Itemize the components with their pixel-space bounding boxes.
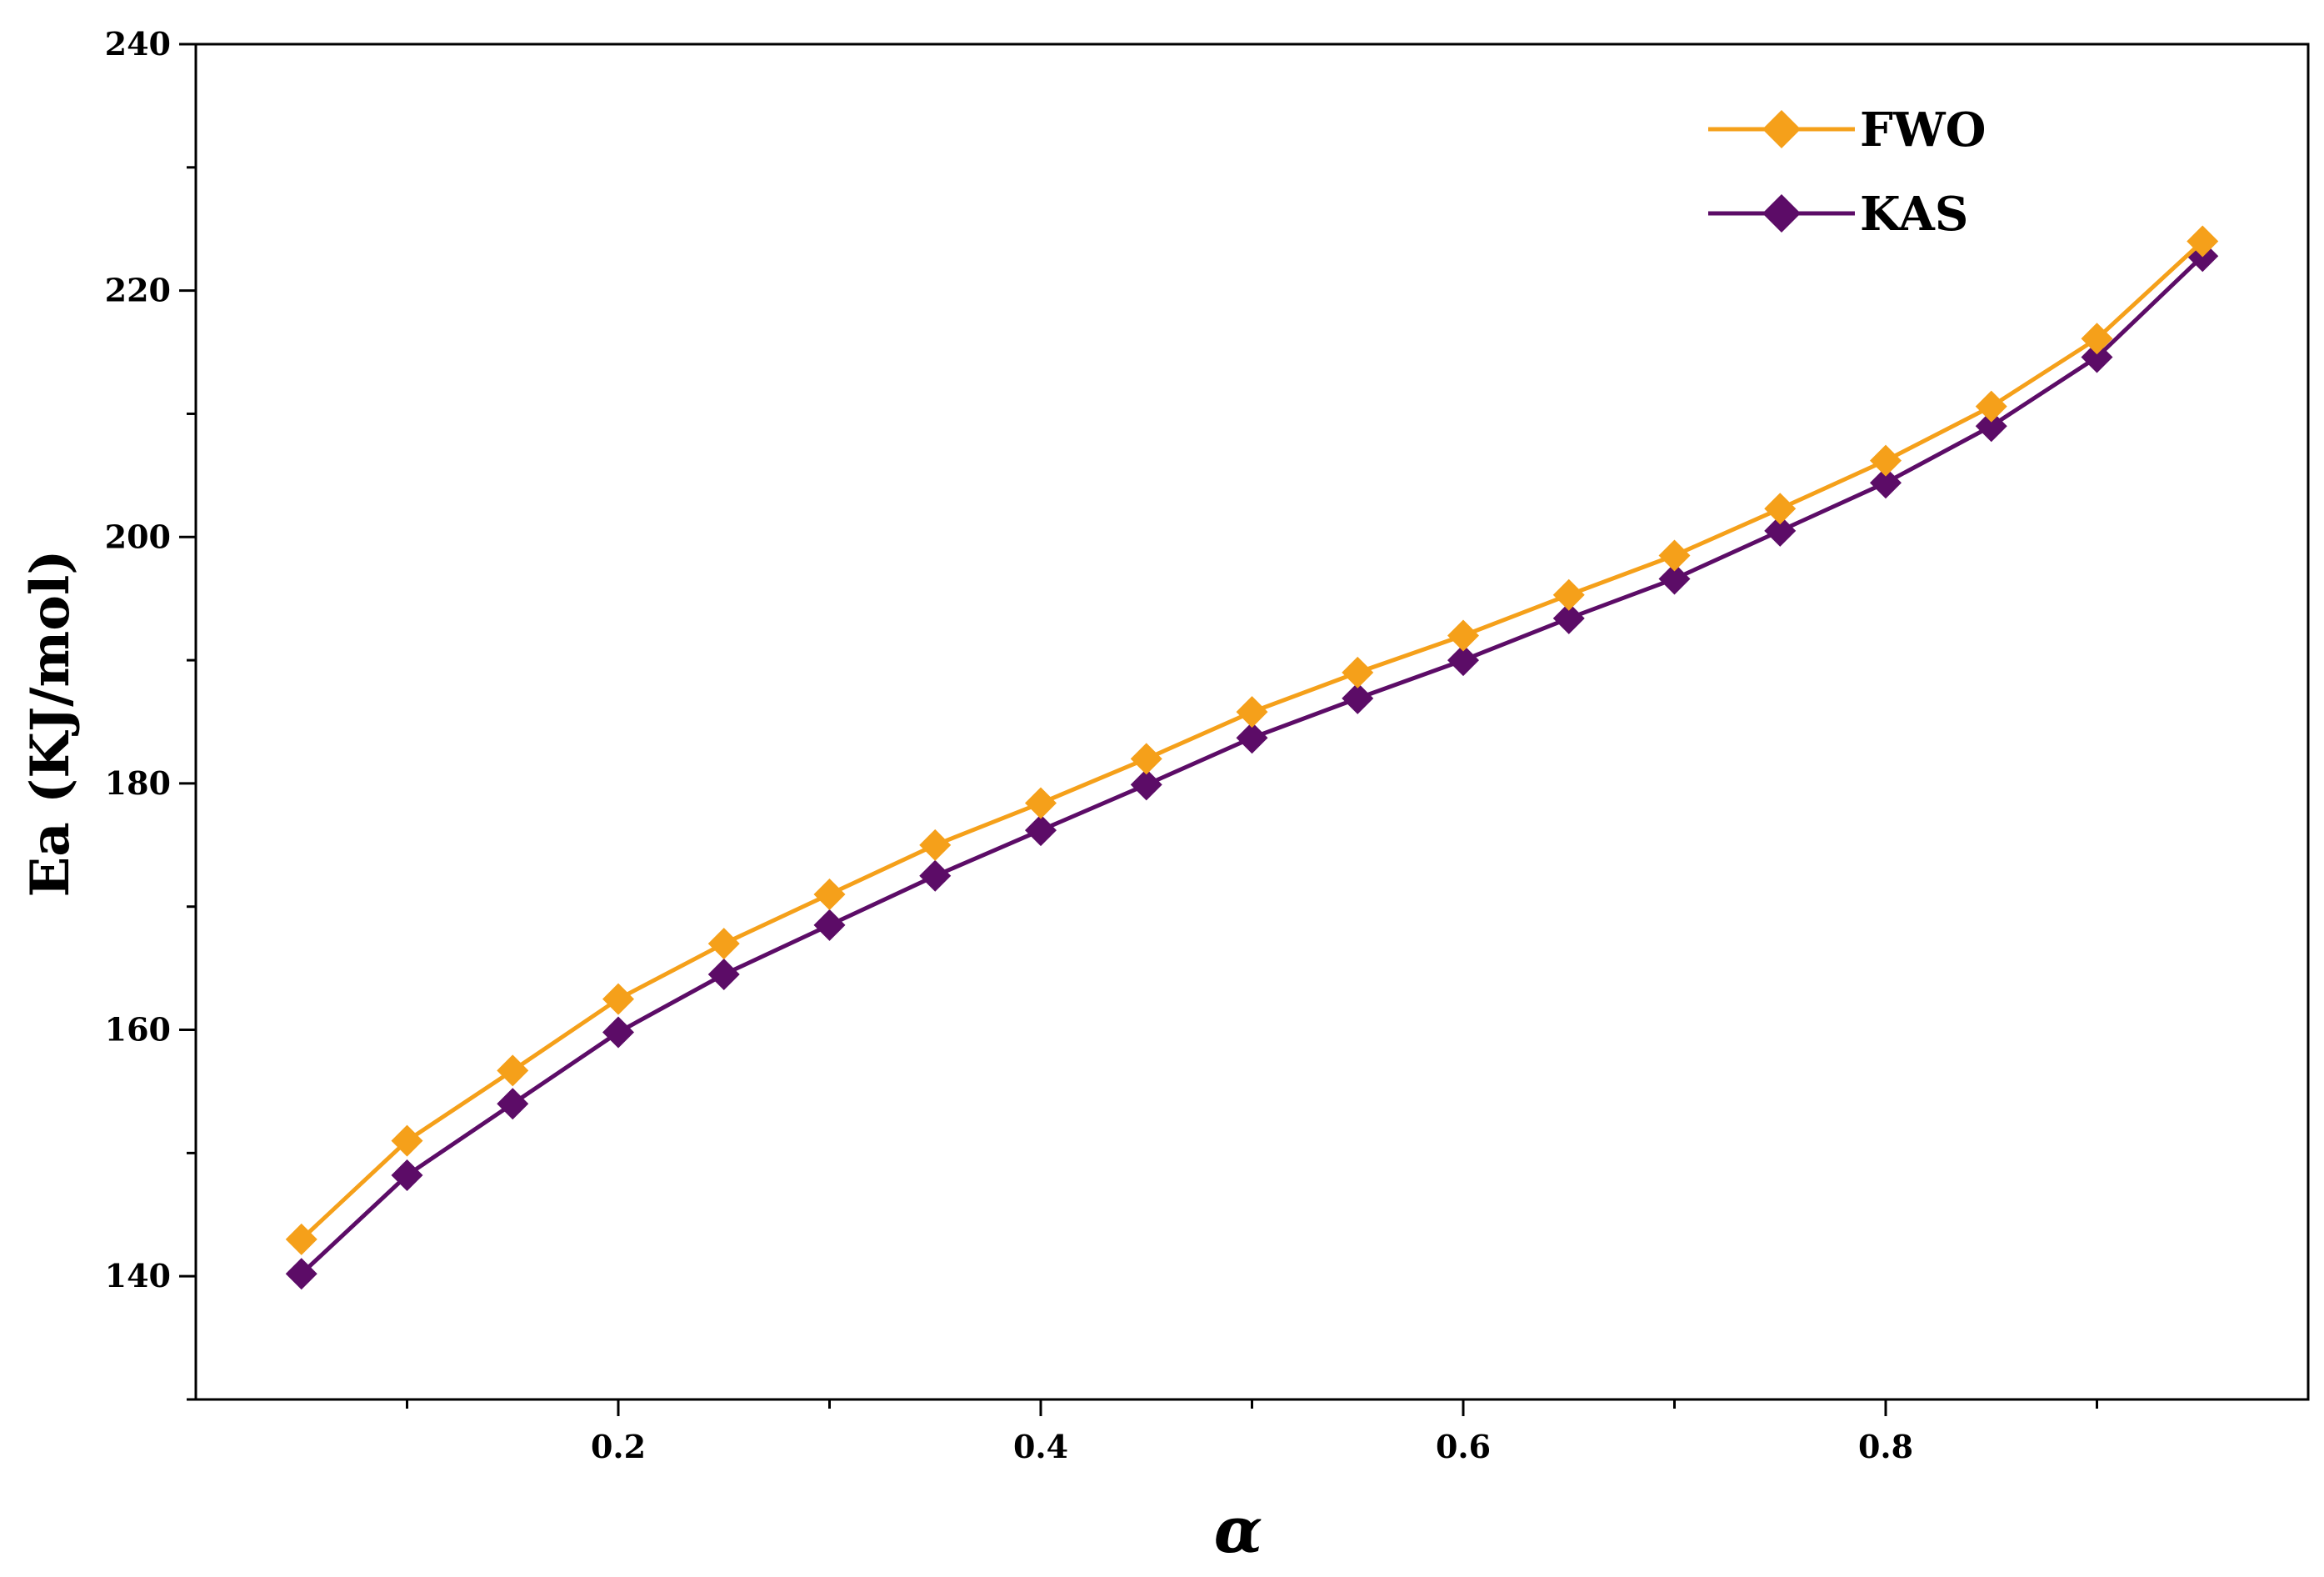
data-point-kas: [1658, 563, 1691, 595]
series-fwo: [285, 225, 2219, 1255]
y-tick-label: 140: [105, 1257, 171, 1294]
data-point-fwo: [2081, 323, 2113, 355]
axes: 140 160 180 200 220 240 0.2 0.4 0.6 0.8: [105, 25, 2310, 1465]
data-point-kas: [1552, 602, 1585, 634]
legend-label-fwo: FWO: [1860, 103, 1986, 158]
legend-marker-kas: [1762, 194, 1801, 233]
data-point-kas: [1130, 768, 1162, 801]
x-tick-label: 0.8: [1858, 1428, 1913, 1465]
data-point-fwo: [2187, 225, 2219, 258]
legend-marker-fwo: [1762, 110, 1801, 148]
data-point-kas: [1236, 722, 1268, 754]
data-point-kas: [1025, 814, 1057, 847]
data-point-fwo: [707, 928, 740, 960]
x-tick-label: 0.6: [1436, 1428, 1491, 1465]
legend: FWO KAS: [1708, 103, 1986, 242]
data-point-kas: [813, 909, 846, 941]
data-point-kas: [1447, 644, 1479, 677]
data-point-kas: [707, 959, 740, 991]
data-point-kas: [1342, 682, 1374, 714]
data-point-fwo: [497, 1054, 529, 1087]
legend-item-fwo: FWO: [1708, 103, 1986, 158]
legend-item-kas: KAS: [1708, 187, 1968, 242]
y-tick-label: 180: [105, 764, 171, 802]
data-point-kas: [2081, 341, 2113, 373]
data-point-fwo: [391, 1124, 423, 1157]
y-axis-title: Ea (KJ/mol): [19, 549, 82, 897]
data-point-fwo: [1764, 493, 1797, 525]
data-point-fwo: [1870, 444, 1902, 477]
y-tick-label: 200: [105, 518, 171, 555]
data-point-fwo: [1552, 578, 1585, 611]
data-point-kas: [602, 1016, 634, 1049]
y-tick-label: 240: [105, 25, 171, 63]
x-tick-label: 0.2: [591, 1428, 646, 1465]
y-tick-label: 160: [105, 1011, 171, 1049]
series-layer: [285, 225, 2219, 1290]
data-point-fwo: [1025, 787, 1057, 819]
data-point-fwo: [602, 983, 634, 1015]
data-point-kas: [1870, 467, 1902, 499]
data-point-kas: [285, 1258, 317, 1290]
data-point-fwo: [1342, 656, 1374, 688]
data-point-kas: [919, 859, 952, 892]
data-point-fwo: [1975, 390, 2007, 423]
data-point-kas: [1764, 514, 1797, 547]
data-point-fwo: [813, 878, 846, 910]
data-point-fwo: [919, 829, 952, 861]
data-point-kas: [391, 1159, 423, 1191]
data-point-fwo: [1130, 743, 1162, 775]
data-point-fwo: [1658, 539, 1691, 572]
legend-label-kas: KAS: [1860, 187, 1968, 242]
data-point-fwo: [1236, 696, 1268, 728]
x-axis-title: α: [1214, 1493, 1262, 1567]
x-tick-label: 0.4: [1013, 1428, 1068, 1465]
data-point-fwo: [285, 1223, 317, 1255]
y-tick-label: 220: [105, 272, 171, 309]
data-point-kas: [1975, 410, 2007, 443]
data-point-kas: [497, 1088, 529, 1120]
data-point-fwo: [1447, 619, 1479, 652]
